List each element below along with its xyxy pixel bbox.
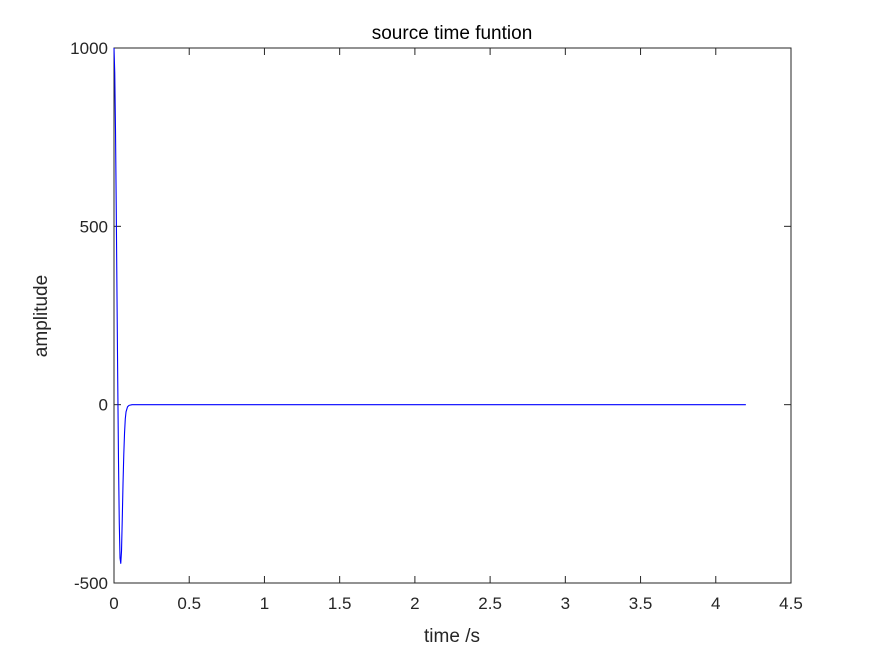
chart-title: source time funtion [372, 23, 533, 44]
plot-area [113, 47, 792, 584]
y-tick-label: 1000 [70, 39, 108, 58]
x-tick-label: 4 [711, 594, 720, 613]
x-tick-label: 3 [561, 594, 570, 613]
y-tick-label: 0 [99, 396, 108, 415]
series-line [113, 47, 746, 564]
x-tick-label: 2 [410, 594, 419, 613]
y-tick-label: 500 [80, 217, 108, 236]
y-tick-label: -500 [74, 574, 108, 593]
data-series [113, 47, 746, 564]
x-tick-label: 1.5 [328, 594, 352, 613]
x-tick-label: 4.5 [779, 594, 803, 613]
x-tick-label: 0.5 [177, 594, 201, 613]
x-tick-label: 3.5 [629, 594, 653, 613]
x-tick-label: 2.5 [478, 594, 502, 613]
x-tick-label: 1 [260, 594, 269, 613]
y-axis-label: amplitude [31, 275, 52, 357]
x-tick-label: 0 [109, 594, 118, 613]
x-axis-label: time /s [424, 626, 480, 647]
